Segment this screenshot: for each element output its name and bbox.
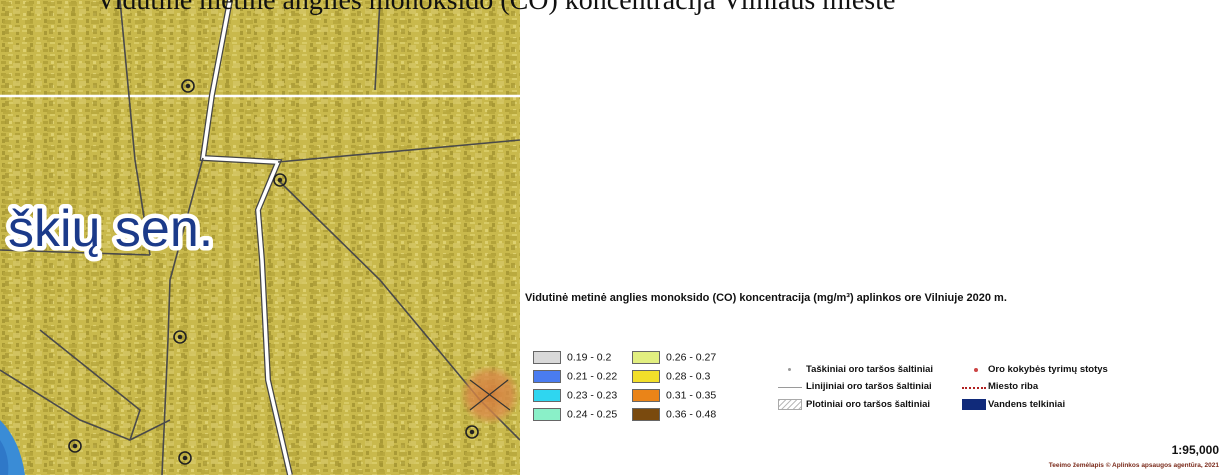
legend-class-item: 0.19 - 0.2	[533, 351, 611, 366]
legend-symbol-item: Taškiniai oro taršos šaltiniai	[778, 363, 933, 377]
point-markers	[68, 79, 479, 465]
legend-title: Vidutinė metinė anglies monoksido (CO) k…	[525, 292, 1007, 304]
main-road	[199, 0, 293, 475]
legend-class-item: 0.36 - 0.48	[632, 408, 716, 423]
color-swatch	[533, 408, 561, 421]
color-swatch	[632, 408, 660, 421]
map-panel[interactable]: škių sen.	[0, 0, 520, 475]
map-credit: Teeimo žemėlapis © Aplinkos apsaugos age…	[1048, 462, 1219, 469]
point-source-icon	[788, 368, 791, 371]
district-label: škių sen.	[8, 200, 213, 258]
legend-class-item: 0.24 - 0.25	[533, 408, 617, 423]
legend-symbol-item: Vandens telkiniai	[962, 398, 1065, 412]
legend-class-item: 0.31 - 0.35	[632, 389, 716, 404]
legend-symbol-item: Oro kokybės tyrimų stotys	[966, 363, 1108, 377]
legend-class-item: 0.26 - 0.27	[632, 351, 716, 366]
map-canvas[interactable]: škių sen.	[0, 0, 520, 475]
legend-symbol-item: Plotiniai oro taršos šaltiniai	[778, 398, 930, 412]
color-swatch	[632, 389, 660, 402]
legend-class-item: 0.23 - 0.23	[533, 389, 617, 404]
monitoring-station-icon	[974, 368, 978, 372]
line-source-icon	[778, 387, 802, 388]
color-swatch	[632, 351, 660, 364]
map-scale: 1:95,000	[1171, 443, 1219, 457]
legend-class-item: 0.21 - 0.22	[533, 370, 617, 385]
roads	[0, 0, 520, 475]
city-boundary-icon	[962, 387, 986, 389]
top-caption: Vidutinė metinė anglies monoksido (CO) k…	[96, 0, 896, 16]
legend-symbol-item: Miesto riba	[962, 380, 1038, 394]
legend-class-item: 0.28 - 0.3	[632, 370, 710, 385]
legend-symbol-item: Linijiniai oro taršos šaltiniai	[778, 380, 932, 394]
water-body-icon	[962, 399, 986, 410]
color-swatch	[533, 351, 561, 364]
color-swatch	[533, 370, 561, 383]
color-swatch	[533, 389, 561, 402]
area-source-icon	[778, 399, 802, 410]
color-swatch	[632, 370, 660, 383]
